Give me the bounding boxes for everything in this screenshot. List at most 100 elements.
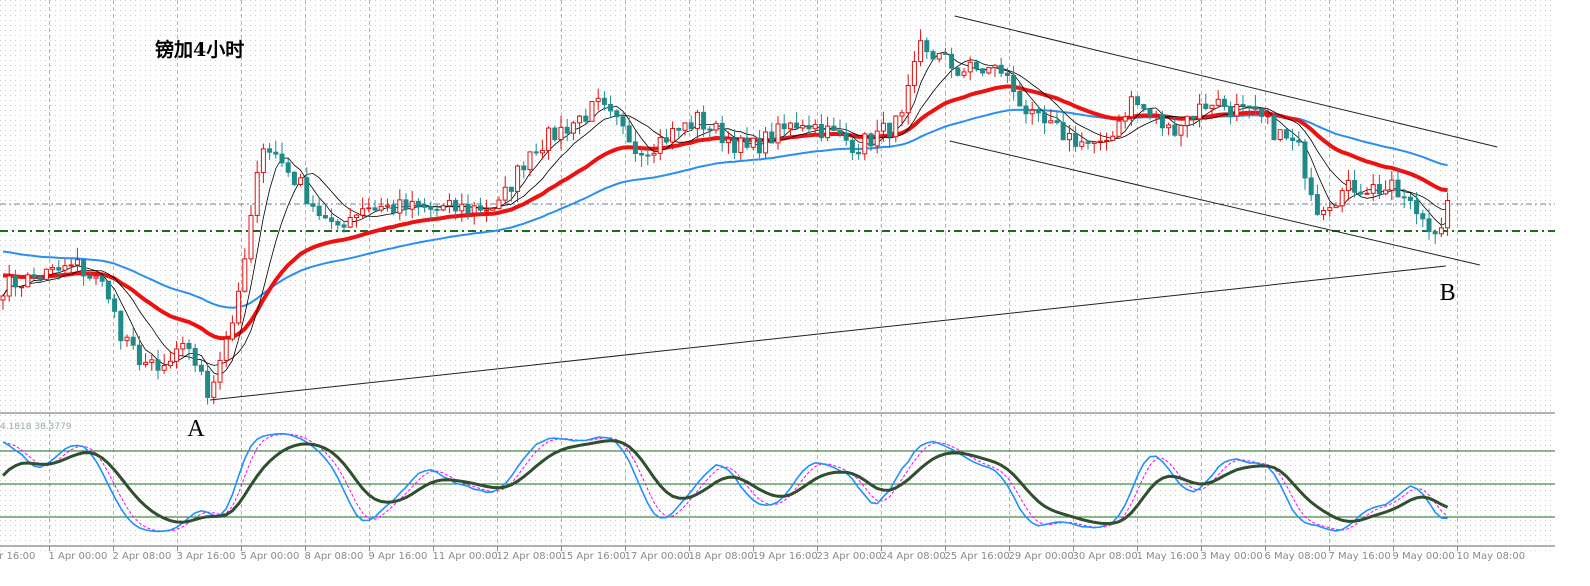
bearish-candle (639, 153, 645, 156)
bullish-candle (1079, 141, 1085, 147)
bearish-candle (1302, 141, 1308, 179)
bearish-candle (973, 61, 979, 70)
bullish-candle (149, 359, 155, 363)
bearish-candle (434, 208, 440, 211)
bearish-candle (335, 221, 341, 226)
bearish-candle (794, 122, 800, 129)
bullish-candle (936, 52, 942, 60)
bearish-candle (707, 128, 713, 131)
bearish-candle (955, 67, 961, 76)
bearish-candle (1011, 74, 1017, 93)
bearish-candle (887, 122, 893, 138)
bullish-candle (893, 115, 899, 138)
bearish-candle (533, 151, 539, 154)
bearish-candle (155, 359, 161, 371)
bearish-candle (310, 203, 316, 207)
bearish-candle (304, 177, 310, 205)
bearish-candle (192, 348, 198, 366)
bullish-candle (74, 259, 80, 266)
bearish-candle (1060, 122, 1066, 141)
bearish-candle (1259, 108, 1265, 117)
bullish-candle (787, 122, 793, 130)
bearish-candle (614, 110, 620, 118)
chart-title: 镑加4小时 (155, 38, 244, 61)
x-tick-label: 24 Apr 08:00 (881, 551, 946, 562)
bearish-candle (56, 267, 62, 271)
bullish-candle (1209, 104, 1215, 109)
x-tick-label: 3 Apr 16:00 (177, 551, 236, 562)
bearish-candle (1073, 132, 1079, 147)
x-tick-label: 2 Apr 08:00 (113, 551, 172, 562)
bearish-candle (1420, 213, 1426, 220)
bullish-candle (651, 152, 657, 156)
bullish-candle (961, 71, 967, 76)
bullish-candle (347, 216, 353, 228)
moving-average-red-line (3, 84, 1448, 341)
bullish-candle (384, 204, 390, 207)
bearish-candle (998, 64, 1004, 74)
bullish-candle (1389, 179, 1395, 191)
bullish-candle (1029, 109, 1035, 115)
bullish-candle (366, 207, 372, 210)
bearish-candle (688, 122, 694, 130)
x-tick-label: 17 Apr 00:00 (625, 551, 690, 562)
bullish-candle (713, 122, 719, 131)
x-tick-label: 5 Apr 00:00 (241, 551, 300, 562)
bullish-candle (1383, 189, 1389, 195)
bullish-candle (1153, 114, 1159, 117)
bullish-candle (397, 199, 403, 214)
bullish-candle (1184, 115, 1190, 126)
bearish-candle (1271, 115, 1277, 140)
bullish-candle (260, 148, 266, 173)
bearish-candle (701, 111, 707, 130)
trendline (954, 15, 1498, 148)
bullish-candle (1178, 124, 1184, 136)
x-tick-label: 29 Apr 00:00 (1009, 551, 1074, 562)
bearish-candle (403, 199, 409, 210)
trendline (949, 140, 1480, 266)
bullish-candle (1091, 141, 1097, 144)
bearish-candle (769, 131, 775, 144)
bearish-candle (1147, 108, 1153, 116)
bearish-candle (1352, 179, 1358, 193)
bullish-candle (595, 97, 601, 103)
bearish-candle (719, 122, 725, 144)
bullish-candle (800, 125, 806, 129)
bearish-candle (1252, 106, 1258, 110)
bearish-candle (1426, 218, 1432, 233)
bearish-candle (632, 141, 638, 155)
bullish-candle (775, 123, 781, 144)
bullish-candle (1321, 210, 1327, 215)
bearish-candle (186, 342, 192, 350)
bearish-candle (1414, 200, 1420, 215)
x-tick-label: 10 May 08:00 (1457, 551, 1526, 562)
bearish-candle (1190, 115, 1196, 120)
bullish-candle (174, 348, 180, 362)
bullish-candle (180, 342, 186, 350)
bullish-candle (527, 151, 533, 171)
trendline (210, 265, 1446, 401)
annotation-label-a: A (187, 416, 205, 442)
bullish-candle (236, 290, 242, 324)
bearish-candle (1054, 120, 1060, 124)
bullish-candle (825, 125, 831, 139)
bullish-candle (459, 203, 465, 212)
bullish-candle (763, 131, 769, 154)
bullish-candle (750, 137, 756, 148)
bearish-candle (422, 205, 428, 208)
bearish-candle (1004, 72, 1010, 76)
bullish-candle (68, 264, 74, 267)
stochastic-slow-line (1, 439, 1449, 526)
bearish-candle (267, 148, 273, 153)
bearish-candle (1023, 105, 1029, 115)
x-tick-label: 1 May 16:00 (1137, 551, 1199, 562)
bullish-candle (905, 84, 911, 114)
bullish-candle (880, 122, 886, 132)
moving-average-5-line (2, 51, 1448, 376)
bearish-candle (329, 217, 335, 223)
bullish-candle (546, 127, 552, 151)
bullish-candle (254, 171, 260, 216)
x-tick-label: Mar 16:00 (0, 551, 35, 562)
